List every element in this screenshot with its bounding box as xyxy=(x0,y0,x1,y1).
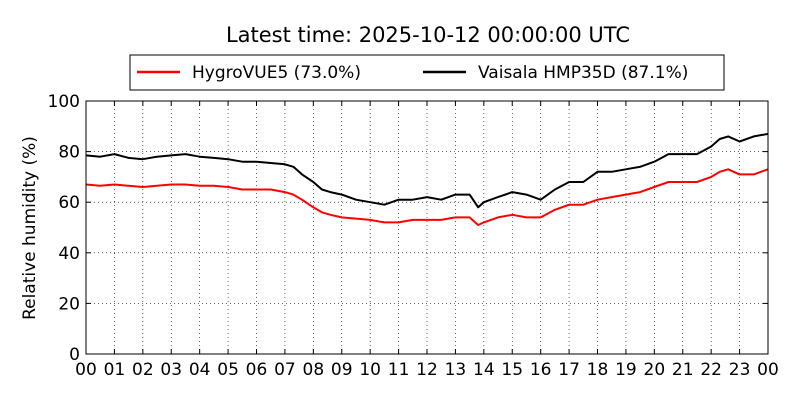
y-tick-label: 0 xyxy=(69,345,80,365)
chart-title: Latest time: 2025-10-12 00:00:00 UTC xyxy=(226,23,630,47)
x-tick-label: 12 xyxy=(416,360,438,380)
x-tick-label: 08 xyxy=(303,360,325,380)
y-tick-label: 100 xyxy=(48,92,80,112)
x-tick-label: 21 xyxy=(672,360,694,380)
x-tick-label: 11 xyxy=(388,360,410,380)
x-tick-label: 20 xyxy=(644,360,666,380)
y-tick-label: 60 xyxy=(58,193,80,213)
y-tick-label: 40 xyxy=(58,244,80,264)
axes: 00 01 02 03 04 05 06 07 08 09 10 11 12 13 14 15 16 17 18 19… xyxy=(48,92,779,380)
series-line xyxy=(85,168,769,226)
series-line xyxy=(85,132,769,209)
legend-label-vaisala: Vaisala HMP35D (87.1%) xyxy=(478,63,688,83)
x-tick-label: 00 xyxy=(75,360,97,380)
x-tick-label: 07 xyxy=(274,360,296,380)
y-tick-label: 80 xyxy=(58,143,80,163)
x-tick-label: 03 xyxy=(160,360,182,380)
legend-label-hygrovue5: HygroVUE5 (73.0%) xyxy=(192,63,361,83)
y-axis-label: Relative humidity (%) xyxy=(20,136,40,320)
x-tick-label: 17 xyxy=(558,360,580,380)
x-tick-label: 16 xyxy=(530,360,552,380)
x-tick-label: 22 xyxy=(700,360,722,380)
x-tick-label: 02 xyxy=(132,360,154,380)
x-tick-label: 23 xyxy=(729,360,751,380)
x-tick-label: 15 xyxy=(501,360,523,380)
x-tick-label: 09 xyxy=(331,360,353,380)
x-tick-label: 04 xyxy=(189,360,211,380)
legend: HygroVUE5 (73.0%) Vaisala HMP35D (87.1%) xyxy=(129,54,725,91)
series-layer xyxy=(85,132,769,226)
x-tick-label: 06 xyxy=(246,360,268,380)
x-tick-label: 00 xyxy=(757,360,779,380)
x-tick-label: 18 xyxy=(587,360,609,380)
y-tick-label: 20 xyxy=(58,294,80,314)
x-tick-label: 19 xyxy=(615,360,637,380)
x-tick-label: 13 xyxy=(445,360,467,380)
x-tick-label: 14 xyxy=(473,360,495,380)
plot-frame xyxy=(85,100,769,355)
x-tick-label: 05 xyxy=(217,360,239,380)
x-tick-label: 10 xyxy=(359,360,381,380)
grid-lines xyxy=(86,101,768,354)
x-tick-label: 01 xyxy=(104,360,126,380)
